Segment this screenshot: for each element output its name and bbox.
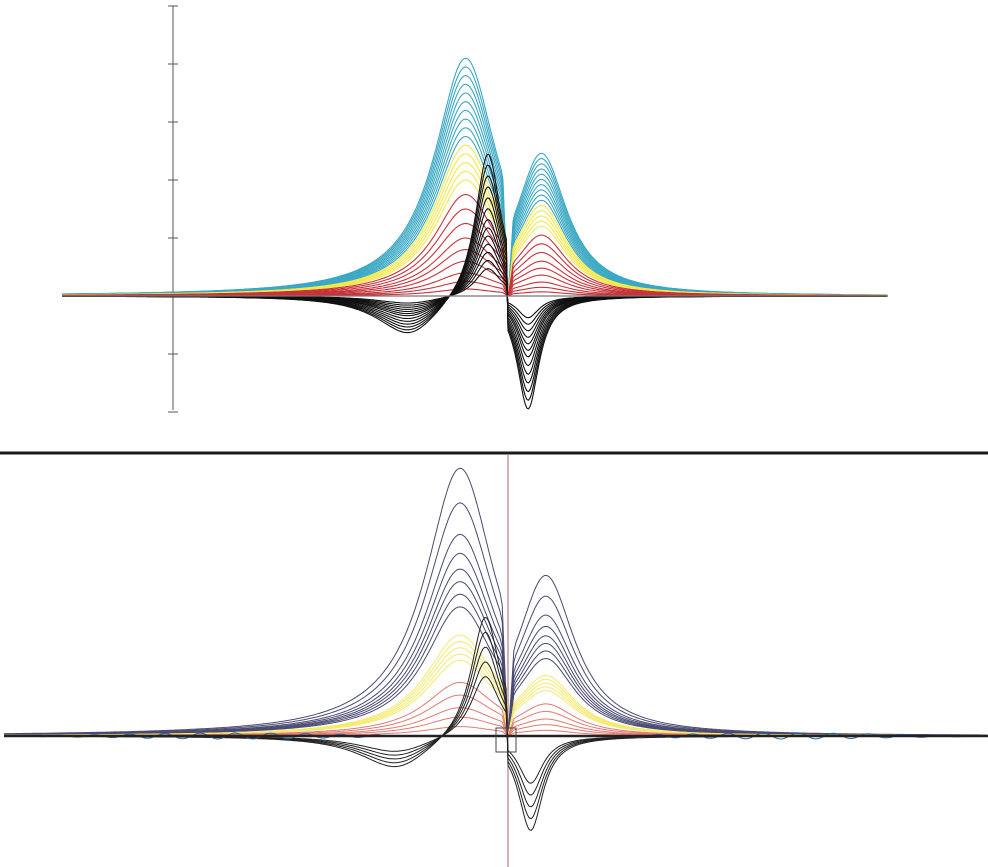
bottom-series-0-curve-2 <box>4 533 987 737</box>
bottom-panel-chart <box>3 455 988 867</box>
top-y-ticks <box>168 5 178 413</box>
bottom-series-1-curve-1 <box>4 641 987 737</box>
bottom-series-3-curve-0 <box>4 617 987 831</box>
bottom-series-1-curve-3 <box>4 653 987 737</box>
bottom-series-3-curve-2 <box>4 646 987 808</box>
top-series-0-curve-1 <box>62 66 888 297</box>
bottom-zero-crossing-box <box>495 727 517 753</box>
bottom-curves <box>3 467 987 831</box>
bottom-series-3-curve-3 <box>4 661 987 796</box>
bottom-series-0-curve-1 <box>3 502 987 737</box>
top-series-3-curve-3 <box>62 186 888 384</box>
top-series-0-curve-5 <box>62 101 888 297</box>
bottom-series-1-curve-0 <box>4 634 987 737</box>
top-series-2-curve-3 <box>62 237 888 297</box>
top-series-3-curve-2 <box>62 175 888 393</box>
top-series-2-curve-5 <box>62 260 888 297</box>
top-curves <box>61 57 888 410</box>
bottom-series-0-curve-0 <box>3 467 987 737</box>
top-panel-chart <box>61 5 888 413</box>
bottom-series-3-curve-1 <box>4 631 987 820</box>
